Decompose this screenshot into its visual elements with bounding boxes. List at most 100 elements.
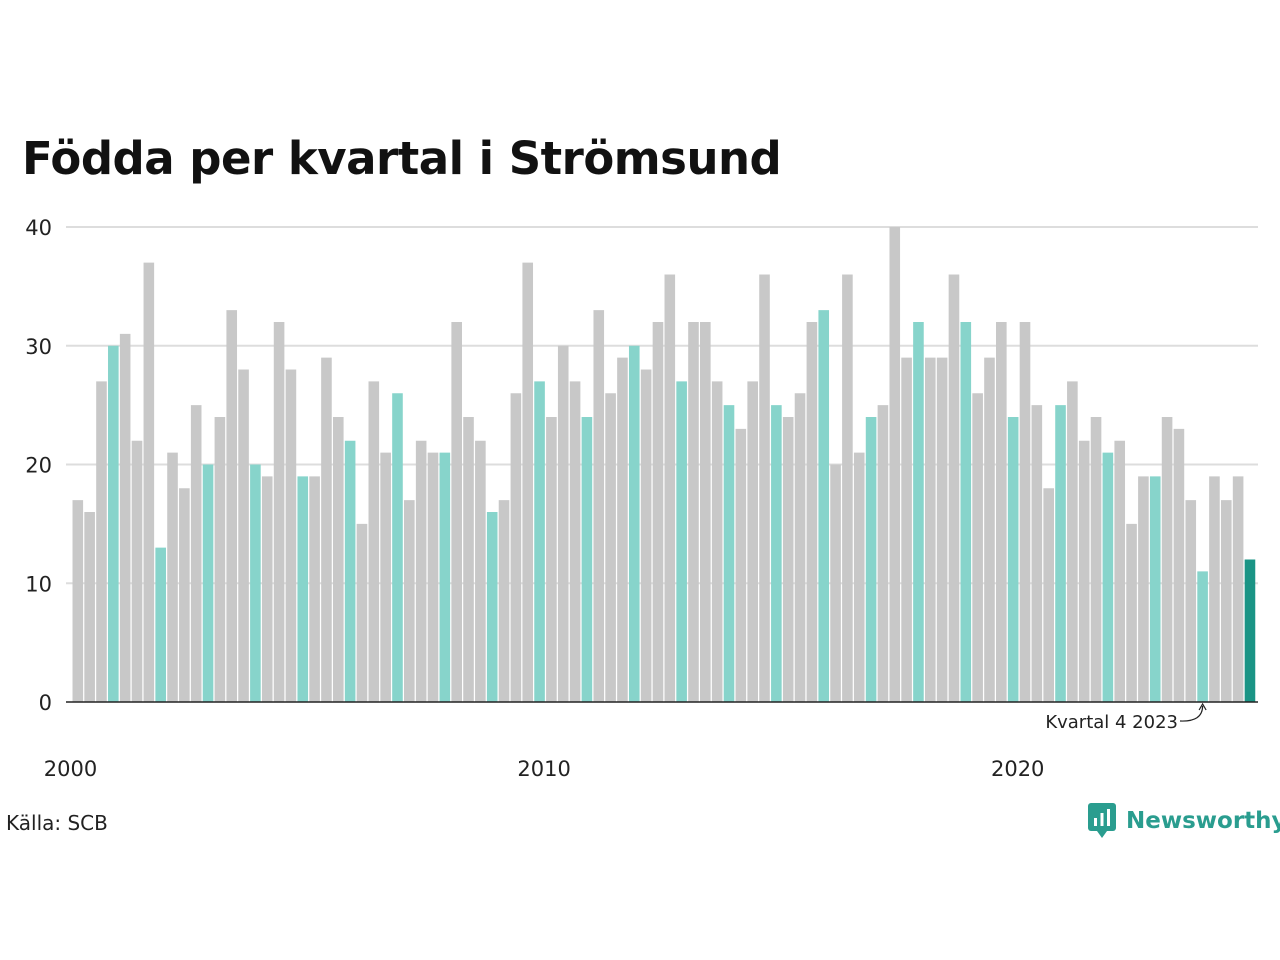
bar	[534, 381, 545, 703]
bar	[782, 417, 794, 702]
bar	[984, 357, 995, 703]
bar	[605, 393, 616, 702]
bar	[143, 262, 155, 703]
bar	[924, 357, 936, 703]
bar	[1007, 417, 1019, 702]
bar	[1090, 417, 1102, 702]
bar	[190, 405, 202, 703]
bar	[889, 227, 901, 702]
bar	[451, 322, 462, 702]
bar	[723, 405, 735, 703]
bar	[972, 393, 983, 702]
annotation-arrowhead	[1198, 702, 1207, 711]
source-note: Källa: SCB	[6, 811, 108, 835]
bar	[1031, 405, 1043, 703]
bar	[700, 322, 711, 702]
bar	[794, 393, 806, 702]
bar	[1244, 559, 1256, 702]
bar	[510, 393, 522, 702]
bar	[593, 310, 605, 703]
y-tick-label: 0	[39, 691, 52, 715]
bar	[948, 274, 960, 702]
newsworthy-logo: Newsworthy	[1088, 803, 1280, 839]
bar	[332, 417, 344, 702]
bar	[392, 393, 403, 702]
bar	[250, 464, 261, 702]
bar	[309, 476, 320, 703]
y-axis-labels: 0 10 20 30 40	[25, 216, 52, 715]
bar	[735, 428, 747, 703]
bar	[806, 322, 818, 702]
bar	[1161, 417, 1173, 702]
bar	[238, 369, 249, 702]
bar	[261, 476, 273, 703]
bar	[273, 322, 285, 702]
annotation-label: Kvartal 4 2023	[1045, 712, 1178, 733]
bar	[901, 357, 912, 703]
bar	[913, 322, 924, 702]
bar	[569, 381, 581, 703]
bar	[108, 345, 119, 702]
bar	[368, 381, 380, 703]
bar	[818, 310, 830, 703]
bar	[179, 488, 190, 702]
x-tick-label: 2020	[991, 757, 1044, 781]
newsworthy-logo-text: Newsworthy	[1126, 808, 1280, 834]
bar	[1209, 476, 1220, 703]
bar	[72, 500, 84, 703]
bar	[214, 417, 226, 702]
bar	[321, 357, 332, 703]
bar	[1126, 523, 1137, 703]
bar	[759, 274, 770, 702]
bar	[711, 381, 723, 703]
bar	[522, 262, 534, 703]
bar	[356, 523, 368, 703]
x-tick-label: 2000	[44, 757, 97, 781]
bar	[628, 345, 640, 702]
bar	[498, 500, 510, 703]
x-tick-label: 2010	[517, 757, 570, 781]
x-axis-labels: 2000 2010 2020	[44, 757, 1045, 781]
bar	[546, 417, 557, 702]
bar	[285, 369, 297, 702]
bar	[652, 322, 664, 702]
bar	[865, 417, 877, 702]
bar	[1173, 428, 1185, 703]
bar	[877, 405, 889, 703]
annotation: Kvartal 4 2023	[1045, 702, 1207, 733]
y-tick-label: 30	[25, 335, 52, 359]
bar	[1043, 488, 1054, 702]
bar	[167, 452, 178, 703]
bar	[936, 357, 948, 703]
bar	[688, 322, 699, 702]
bar	[1232, 476, 1244, 703]
bar	[380, 452, 391, 703]
bar	[842, 274, 853, 702]
bars	[72, 227, 1256, 703]
bar	[475, 440, 486, 702]
bar	[1055, 405, 1066, 703]
bar	[581, 417, 593, 702]
bar	[427, 452, 439, 703]
bar	[131, 440, 143, 702]
bar	[1138, 476, 1149, 703]
bar	[996, 322, 1007, 702]
bar	[84, 512, 95, 702]
y-tick-label: 20	[25, 454, 52, 478]
y-tick-label: 10	[25, 572, 52, 596]
bar	[853, 452, 865, 703]
bar	[1185, 500, 1197, 703]
bar	[439, 452, 451, 703]
bar	[676, 381, 687, 703]
bar	[119, 333, 131, 703]
bar	[1197, 571, 1208, 703]
bar	[1149, 476, 1161, 703]
bar	[155, 547, 166, 703]
bar	[1220, 500, 1232, 703]
bar	[830, 464, 841, 702]
bar	[1078, 440, 1090, 702]
bar	[1114, 440, 1126, 702]
newsworthy-logo-icon	[1088, 803, 1116, 838]
bar	[202, 464, 214, 702]
